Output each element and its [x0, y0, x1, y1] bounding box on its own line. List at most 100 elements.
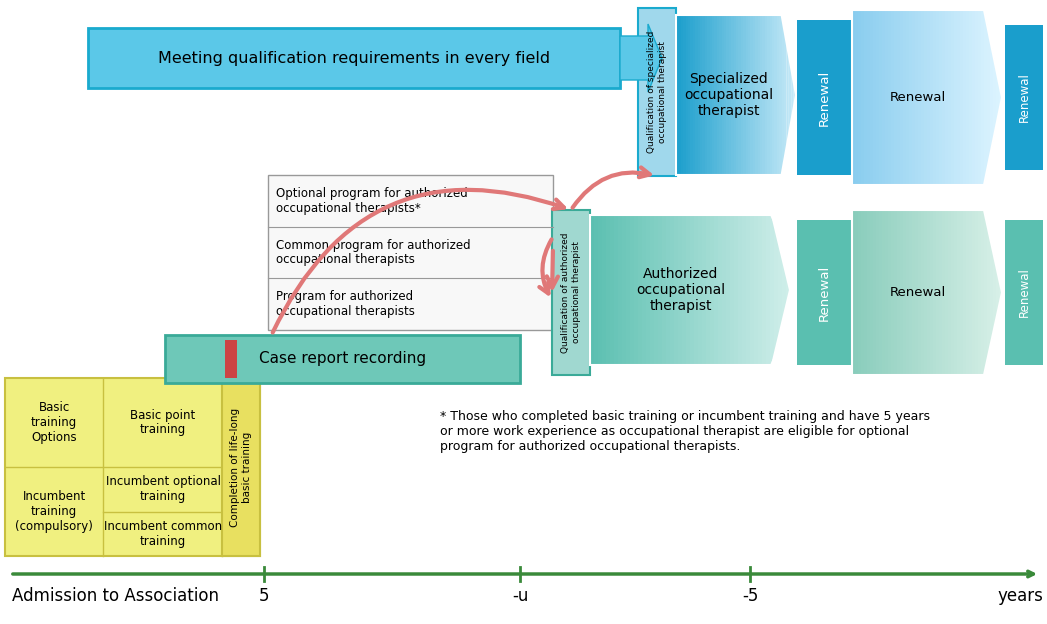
Polygon shape — [610, 215, 614, 365]
Bar — [1005, 220, 1043, 365]
Text: Incumbent
training
(compulsory): Incumbent training (compulsory) — [15, 490, 93, 533]
Polygon shape — [694, 215, 698, 365]
Text: Completion of life-long
basic training: Completion of life-long basic training — [230, 407, 251, 527]
Polygon shape — [778, 240, 782, 340]
Polygon shape — [945, 210, 948, 375]
Polygon shape — [951, 210, 954, 375]
Polygon shape — [634, 215, 638, 365]
Polygon shape — [906, 10, 909, 185]
Polygon shape — [990, 39, 993, 156]
Polygon shape — [684, 15, 686, 175]
Polygon shape — [794, 82, 796, 109]
Text: Admission to Association: Admission to Association — [12, 587, 219, 605]
Bar — [225, 340, 237, 378]
Polygon shape — [654, 215, 658, 365]
Polygon shape — [870, 210, 873, 375]
Polygon shape — [690, 15, 693, 175]
Polygon shape — [897, 210, 900, 375]
Text: Incumbent common
training: Incumbent common training — [104, 520, 222, 548]
Text: Renewal: Renewal — [1018, 72, 1030, 122]
Polygon shape — [786, 42, 788, 149]
Text: * Those who completed basic training or incumbent training and have 5 years
or m: * Those who completed basic training or … — [440, 410, 930, 453]
Polygon shape — [686, 15, 688, 175]
Bar — [797, 20, 852, 175]
Polygon shape — [873, 210, 876, 375]
Polygon shape — [888, 10, 891, 185]
Polygon shape — [885, 210, 888, 375]
Polygon shape — [903, 210, 906, 375]
Polygon shape — [954, 210, 957, 375]
Polygon shape — [999, 83, 1002, 112]
Polygon shape — [598, 215, 602, 365]
Polygon shape — [925, 10, 927, 185]
Text: Common program for authorized
occupational therapists: Common program for authorized occupation… — [276, 238, 470, 266]
Polygon shape — [978, 210, 981, 375]
Polygon shape — [770, 215, 774, 365]
Polygon shape — [876, 210, 879, 375]
Polygon shape — [714, 215, 718, 365]
Polygon shape — [978, 10, 981, 185]
Polygon shape — [770, 15, 772, 175]
Polygon shape — [697, 15, 700, 175]
Polygon shape — [970, 210, 972, 375]
Polygon shape — [751, 15, 753, 175]
Polygon shape — [933, 10, 936, 185]
Polygon shape — [646, 215, 650, 365]
Polygon shape — [767, 15, 770, 175]
Polygon shape — [718, 215, 722, 365]
Polygon shape — [867, 210, 870, 375]
Polygon shape — [861, 10, 864, 185]
Bar — [797, 220, 852, 365]
Polygon shape — [722, 215, 726, 365]
Polygon shape — [963, 210, 966, 375]
Polygon shape — [972, 210, 975, 375]
Polygon shape — [764, 15, 767, 175]
Polygon shape — [748, 15, 751, 175]
Polygon shape — [727, 15, 729, 175]
Polygon shape — [670, 215, 674, 365]
Polygon shape — [945, 10, 948, 185]
Polygon shape — [736, 15, 738, 175]
Text: Renewal: Renewal — [1018, 268, 1030, 318]
Polygon shape — [760, 15, 762, 175]
Polygon shape — [855, 10, 857, 185]
Polygon shape — [996, 265, 999, 320]
Text: Renewal: Renewal — [890, 91, 946, 104]
Bar — [268, 175, 553, 330]
Bar — [5, 378, 260, 556]
Polygon shape — [779, 15, 782, 175]
Polygon shape — [948, 210, 951, 375]
Polygon shape — [705, 15, 707, 175]
Polygon shape — [942, 10, 945, 185]
Polygon shape — [960, 10, 963, 185]
Bar — [165, 335, 520, 383]
Polygon shape — [766, 215, 770, 365]
Polygon shape — [786, 273, 790, 306]
Polygon shape — [970, 10, 972, 185]
Polygon shape — [753, 15, 755, 175]
Polygon shape — [891, 10, 894, 185]
Text: Specialized
occupational
therapist: Specialized occupational therapist — [685, 72, 774, 118]
Polygon shape — [852, 10, 855, 185]
Polygon shape — [754, 215, 758, 365]
Polygon shape — [676, 15, 678, 175]
Polygon shape — [706, 215, 710, 365]
Polygon shape — [626, 215, 630, 365]
Polygon shape — [710, 15, 712, 175]
Polygon shape — [921, 210, 925, 375]
Polygon shape — [936, 210, 939, 375]
Polygon shape — [723, 15, 727, 175]
Polygon shape — [743, 15, 745, 175]
Polygon shape — [981, 210, 984, 375]
Bar — [88, 28, 620, 88]
Polygon shape — [717, 15, 719, 175]
Polygon shape — [984, 210, 987, 375]
Polygon shape — [638, 215, 642, 365]
Polygon shape — [618, 215, 622, 365]
Polygon shape — [745, 15, 748, 175]
Polygon shape — [591, 215, 594, 365]
Polygon shape — [857, 210, 861, 375]
Polygon shape — [792, 69, 794, 122]
Polygon shape — [772, 15, 775, 175]
Polygon shape — [729, 15, 731, 175]
